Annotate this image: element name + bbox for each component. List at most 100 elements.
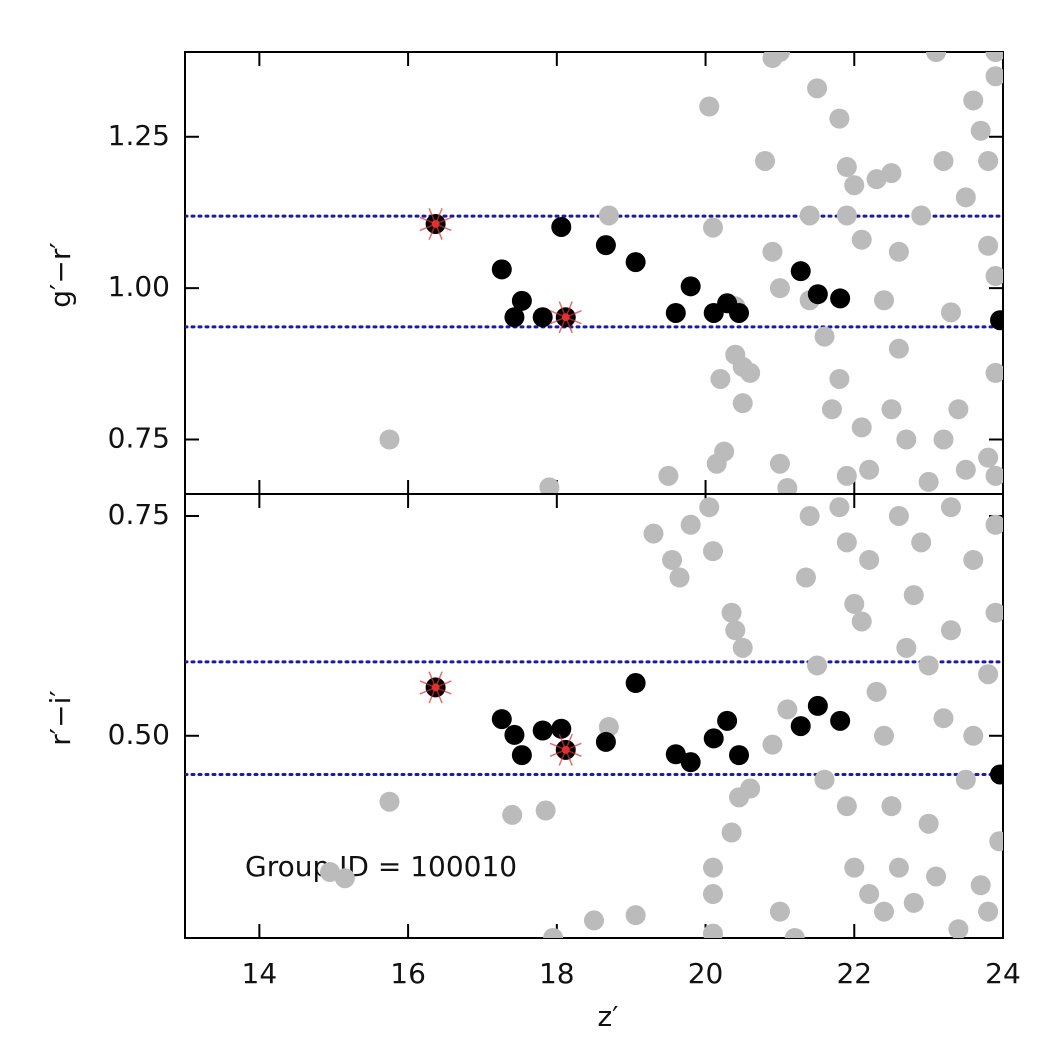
point — [836, 157, 857, 178]
point — [918, 813, 939, 834]
point — [511, 745, 532, 766]
point — [985, 465, 1003, 486]
x-tick-label: 16 — [390, 957, 426, 990]
point — [829, 108, 850, 129]
y-tick-label: 0.75 — [108, 498, 170, 531]
point — [963, 90, 984, 111]
point — [502, 804, 523, 825]
point — [535, 800, 556, 821]
point — [903, 585, 924, 606]
star-marker — [419, 207, 452, 240]
point — [836, 796, 857, 817]
point — [814, 769, 835, 790]
point — [844, 857, 865, 878]
point — [740, 362, 761, 383]
annotation: Group ID = 100010 — [245, 850, 517, 883]
point — [970, 120, 991, 141]
point — [978, 150, 999, 171]
point — [851, 611, 872, 632]
star-marker — [419, 671, 452, 704]
point — [680, 514, 701, 535]
point — [896, 429, 917, 450]
point — [598, 716, 619, 737]
point — [769, 52, 790, 62]
point — [844, 175, 865, 196]
point — [539, 477, 560, 494]
point — [866, 681, 887, 702]
x-axis-label: z′ — [597, 1000, 618, 1033]
point — [985, 362, 1003, 383]
point — [888, 338, 909, 359]
point — [859, 459, 880, 480]
point — [729, 302, 750, 323]
point — [963, 725, 984, 746]
point — [918, 655, 939, 676]
point — [874, 901, 895, 922]
point — [985, 602, 1003, 623]
point — [595, 731, 616, 752]
point — [881, 399, 902, 420]
point — [911, 205, 932, 226]
point — [504, 307, 525, 328]
point — [851, 229, 872, 250]
point — [699, 96, 720, 117]
point — [814, 326, 835, 347]
x-tick-label: 14 — [242, 957, 278, 990]
x-tick-label: 20 — [688, 957, 724, 990]
point — [755, 150, 776, 171]
y-tick-label: 1.25 — [108, 119, 170, 152]
point — [926, 866, 947, 887]
point — [896, 637, 917, 658]
point — [725, 620, 746, 641]
plot-area — [185, 52, 1003, 494]
point — [963, 549, 984, 570]
point — [732, 393, 753, 414]
point — [769, 901, 790, 922]
point — [710, 368, 731, 389]
y-tick-label: 0.50 — [108, 718, 170, 751]
point — [790, 261, 811, 282]
point — [970, 875, 991, 896]
point — [379, 791, 400, 812]
plot-area — [185, 497, 1003, 938]
point — [859, 884, 880, 905]
point — [821, 399, 842, 420]
star-dot — [561, 745, 570, 754]
point — [732, 637, 753, 658]
point — [990, 310, 1003, 331]
point — [721, 822, 742, 843]
plot-frame — [184, 51, 1004, 495]
point — [729, 745, 750, 766]
point — [680, 276, 701, 297]
point — [911, 532, 932, 553]
point — [933, 708, 954, 729]
point — [859, 549, 880, 570]
point — [829, 497, 850, 518]
y-axis-label: r′−i′ — [44, 690, 77, 745]
x-tick-label: 18 — [539, 957, 575, 990]
plot-frame — [184, 493, 1004, 939]
y-tick-label: 0.75 — [108, 422, 170, 455]
point — [379, 429, 400, 450]
point — [985, 514, 1003, 535]
point — [702, 541, 723, 562]
point — [551, 216, 572, 237]
point — [881, 796, 902, 817]
point — [790, 716, 811, 737]
point — [926, 52, 947, 62]
point — [625, 252, 646, 273]
point — [762, 241, 783, 262]
point — [769, 453, 790, 474]
point — [888, 241, 909, 262]
point — [903, 892, 924, 913]
point — [985, 266, 1003, 287]
point — [669, 567, 690, 588]
star-marker — [549, 733, 582, 766]
point — [491, 709, 512, 730]
point — [702, 923, 723, 938]
star-dot — [561, 313, 570, 322]
point — [940, 302, 961, 323]
point — [807, 695, 828, 716]
